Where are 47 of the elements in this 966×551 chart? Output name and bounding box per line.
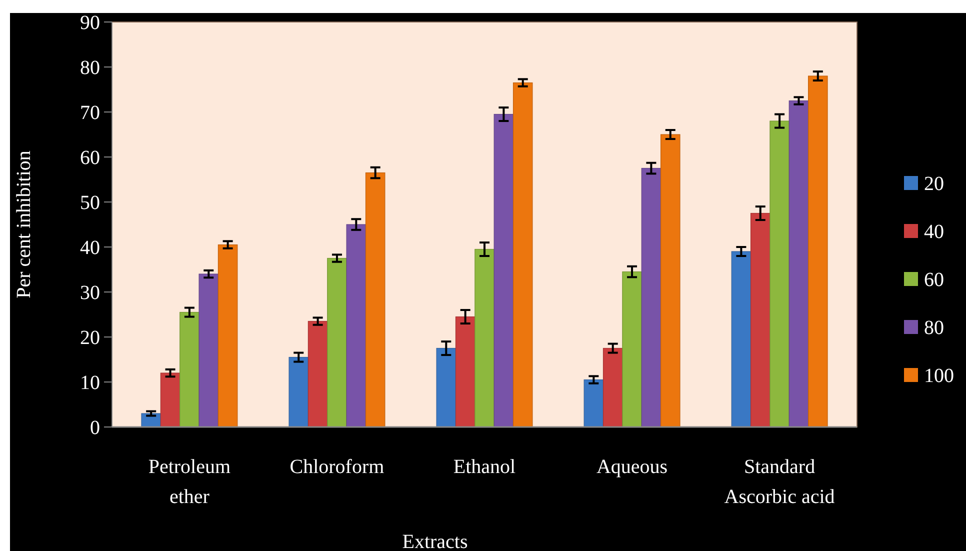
y-tick-label: 60 <box>80 147 100 169</box>
bar <box>602 348 623 428</box>
legend-label: 80 <box>924 317 944 339</box>
legend-label: 100 <box>924 365 954 387</box>
x-tick-label: Chloroform <box>290 456 385 478</box>
y-tick-label: 80 <box>80 57 100 79</box>
y-axis-title: Per cent inhibition <box>13 150 35 298</box>
bar <box>494 114 514 428</box>
bar <box>180 312 200 428</box>
bar <box>141 413 161 428</box>
x-tick-label: Ethanol <box>453 456 516 478</box>
bar <box>512 82 533 428</box>
bar <box>327 258 347 428</box>
bar <box>346 224 366 428</box>
x-tick-label: Standard Ascorbic acid <box>724 456 835 508</box>
bar <box>584 379 604 428</box>
bar <box>308 320 328 428</box>
bar <box>788 100 809 428</box>
bar <box>288 356 309 428</box>
y-tick-label: 20 <box>80 327 100 349</box>
bar <box>808 76 828 428</box>
bar <box>750 212 770 428</box>
bar <box>365 172 386 428</box>
bar <box>436 348 456 428</box>
legend-label: 20 <box>924 173 944 195</box>
bar <box>160 372 180 428</box>
bar <box>474 248 494 428</box>
bar <box>731 251 752 428</box>
bar <box>622 271 642 428</box>
bar <box>770 120 790 428</box>
bar <box>660 134 680 428</box>
legend-label: 60 <box>924 269 944 291</box>
x-axis-title: Extracts <box>402 531 468 551</box>
x-tick-label: Petroleum ether <box>148 456 231 508</box>
y-tick-label: 90 <box>80 12 100 34</box>
bar <box>198 274 219 428</box>
y-tick-label: 40 <box>80 237 100 259</box>
y-tick-label: 50 <box>80 192 100 214</box>
y-tick-label: 30 <box>80 282 100 304</box>
bar <box>455 316 476 428</box>
y-tick-label: 70 <box>80 102 100 124</box>
y-tick-label: 10 <box>80 372 100 394</box>
legend-label: 40 <box>924 221 944 243</box>
bar <box>641 168 662 428</box>
bar <box>218 244 238 428</box>
x-tick-label: Aqueous <box>596 456 668 478</box>
y-tick-label: 0 <box>90 417 100 439</box>
